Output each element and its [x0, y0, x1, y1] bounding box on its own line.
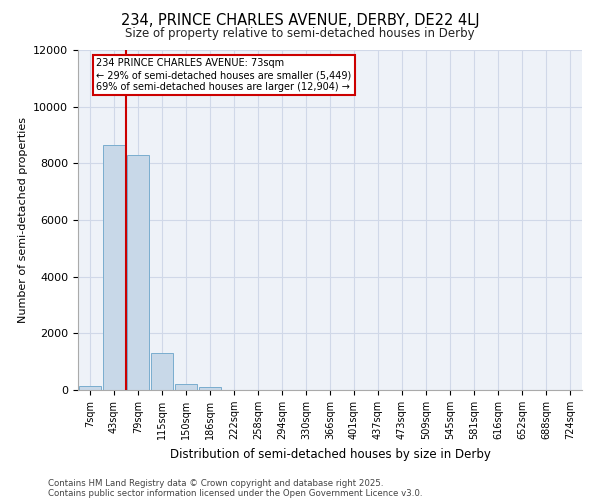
Bar [199, 388, 221, 390]
Bar [79, 386, 101, 390]
Text: 234 PRINCE CHARLES AVENUE: 73sqm
← 29% of semi-detached houses are smaller (5,44: 234 PRINCE CHARLES AVENUE: 73sqm ← 29% o… [96, 58, 351, 92]
Y-axis label: Number of semi-detached properties: Number of semi-detached properties [17, 117, 28, 323]
Bar [175, 384, 197, 390]
Text: Size of property relative to semi-detached houses in Derby: Size of property relative to semi-detach… [125, 28, 475, 40]
Bar [103, 145, 125, 390]
Text: 234, PRINCE CHARLES AVENUE, DERBY, DE22 4LJ: 234, PRINCE CHARLES AVENUE, DERBY, DE22 … [121, 12, 479, 28]
Bar [127, 155, 149, 390]
X-axis label: Distribution of semi-detached houses by size in Derby: Distribution of semi-detached houses by … [170, 448, 490, 460]
Text: Contains public sector information licensed under the Open Government Licence v3: Contains public sector information licen… [48, 488, 422, 498]
Bar [151, 353, 173, 390]
Text: Contains HM Land Registry data © Crown copyright and database right 2025.: Contains HM Land Registry data © Crown c… [48, 478, 383, 488]
